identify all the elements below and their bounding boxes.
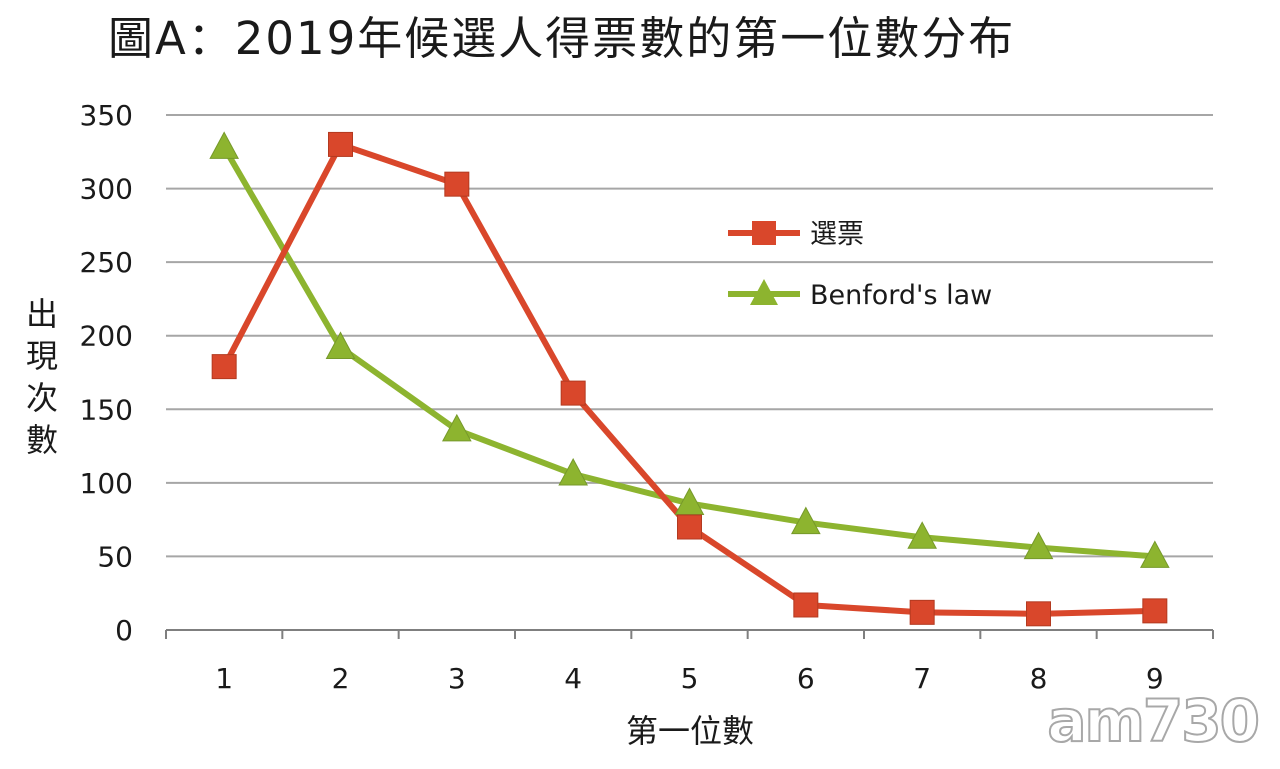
x-axis-title: 第一位數 (626, 712, 754, 750)
ballots-point (328, 131, 353, 157)
ballots-point (1026, 601, 1051, 627)
legend-marker-square (752, 221, 776, 245)
axes (165, 629, 1214, 639)
y-tick-label: 0 (115, 614, 133, 647)
benford-point (209, 131, 240, 159)
benford-point (1139, 540, 1170, 568)
benford-point (790, 506, 821, 535)
legend-marker-triangle (750, 279, 778, 305)
benford-point (674, 487, 705, 515)
y-tick-label: 300 (80, 173, 133, 206)
chart-title: 圖A：2019年候選人得票數的第一位數分布 (108, 12, 1016, 65)
benford-point (558, 457, 589, 486)
y-axis-title-char: 數 (26, 421, 58, 459)
ballots-point (677, 514, 702, 540)
ballots-point (1142, 598, 1168, 624)
x-tick-label: 2 (332, 662, 350, 695)
x-tick-label: 3 (448, 662, 466, 695)
legend-label: Benford's law (810, 280, 992, 311)
legend: 選票 Benford's law (728, 219, 992, 311)
benford-point (441, 413, 472, 442)
y-axis-title-char: 現 (26, 337, 58, 375)
y-tick-label: 350 (80, 99, 133, 132)
y-axis-title-char: 出 (26, 295, 58, 333)
series-markers (209, 131, 1170, 627)
y-tick-label: 250 (80, 246, 133, 279)
x-tick-label: 8 (1030, 662, 1048, 695)
am730-logo-watermark: am730 (1046, 686, 1261, 756)
x-tick-label: 7 (913, 662, 931, 695)
benford-point (1023, 531, 1054, 560)
x-tick-label: 5 (681, 662, 699, 695)
x-tick-label: 6 (797, 662, 815, 695)
y-axis-title-char: 次 (26, 379, 58, 417)
ballots-point (909, 599, 935, 625)
x-tick-label: 1 (215, 662, 233, 695)
y-tick-label: 150 (80, 393, 133, 426)
x-tick-label: 4 (564, 662, 582, 695)
series-lines (221, 141, 1156, 617)
y-tick-label: 50 (97, 540, 133, 573)
x-tick-label: 9 (1146, 662, 1164, 695)
legend-label: 選票 (810, 219, 864, 250)
ballots-point (793, 592, 819, 618)
benford-point (325, 331, 356, 359)
y-tick-label: 200 (80, 320, 133, 353)
ballots-point (560, 380, 586, 406)
ballots-point (211, 354, 237, 380)
benford-point (907, 521, 938, 549)
y-tick-label: 100 (80, 467, 133, 500)
ballots-point (444, 171, 470, 197)
